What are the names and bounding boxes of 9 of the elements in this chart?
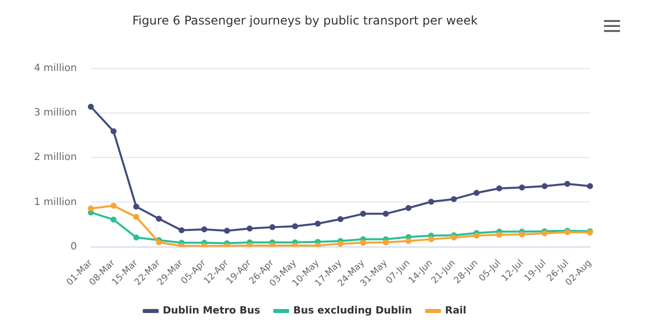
- y-tick-label: 4 million: [34, 62, 77, 74]
- y-tick-label: 3 million: [34, 108, 77, 119]
- chart-title: Figure 6 Passenger journeys by public transport per week: [132, 13, 478, 28]
- legend-label: Rail: [445, 306, 466, 317]
- legend-label: Dublin Metro Bus: [162, 306, 260, 317]
- y-tick-label: 2 million: [34, 152, 77, 164]
- y-tick-label: 1 million: [34, 196, 77, 208]
- y-tick-label: 0: [70, 241, 77, 252]
- legend-label: Bus excluding Dublin: [293, 306, 412, 317]
